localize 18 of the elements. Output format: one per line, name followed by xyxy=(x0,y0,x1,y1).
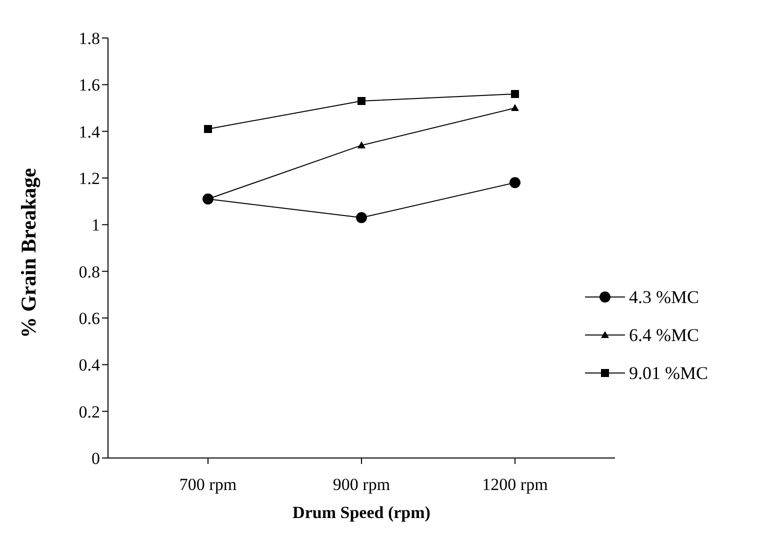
legend-label: 9.01 %MC xyxy=(628,362,708,384)
y-tick-label: 0.2 xyxy=(78,402,100,422)
y-tick-label: 0.8 xyxy=(78,262,100,282)
x-tick-label: 900 rpm xyxy=(332,475,390,494)
y-tick-label: 0 xyxy=(92,449,100,468)
x-tick-label: 700 rpm xyxy=(179,475,237,494)
y-axis-title: % Grain Breakage xyxy=(16,168,40,338)
y-tick-label: 0.4 xyxy=(78,356,100,375)
y-tick-label: 1.8 xyxy=(78,29,100,48)
y-tick-label: 1 xyxy=(92,216,100,235)
y-tick-label: 1.4 xyxy=(78,122,100,142)
y-tick-label: 1.6 xyxy=(78,76,100,95)
y-tick-label: 1.2 xyxy=(78,169,100,188)
x-axis-title: Drum Speed (rpm) xyxy=(292,503,430,522)
x-tick-label: 1200 rpm xyxy=(482,475,548,494)
legend-label: 6.4 %MC xyxy=(628,324,699,346)
legend-label: 4.3 %MC xyxy=(628,286,699,308)
y-tick-label: 0.6 xyxy=(78,309,100,328)
